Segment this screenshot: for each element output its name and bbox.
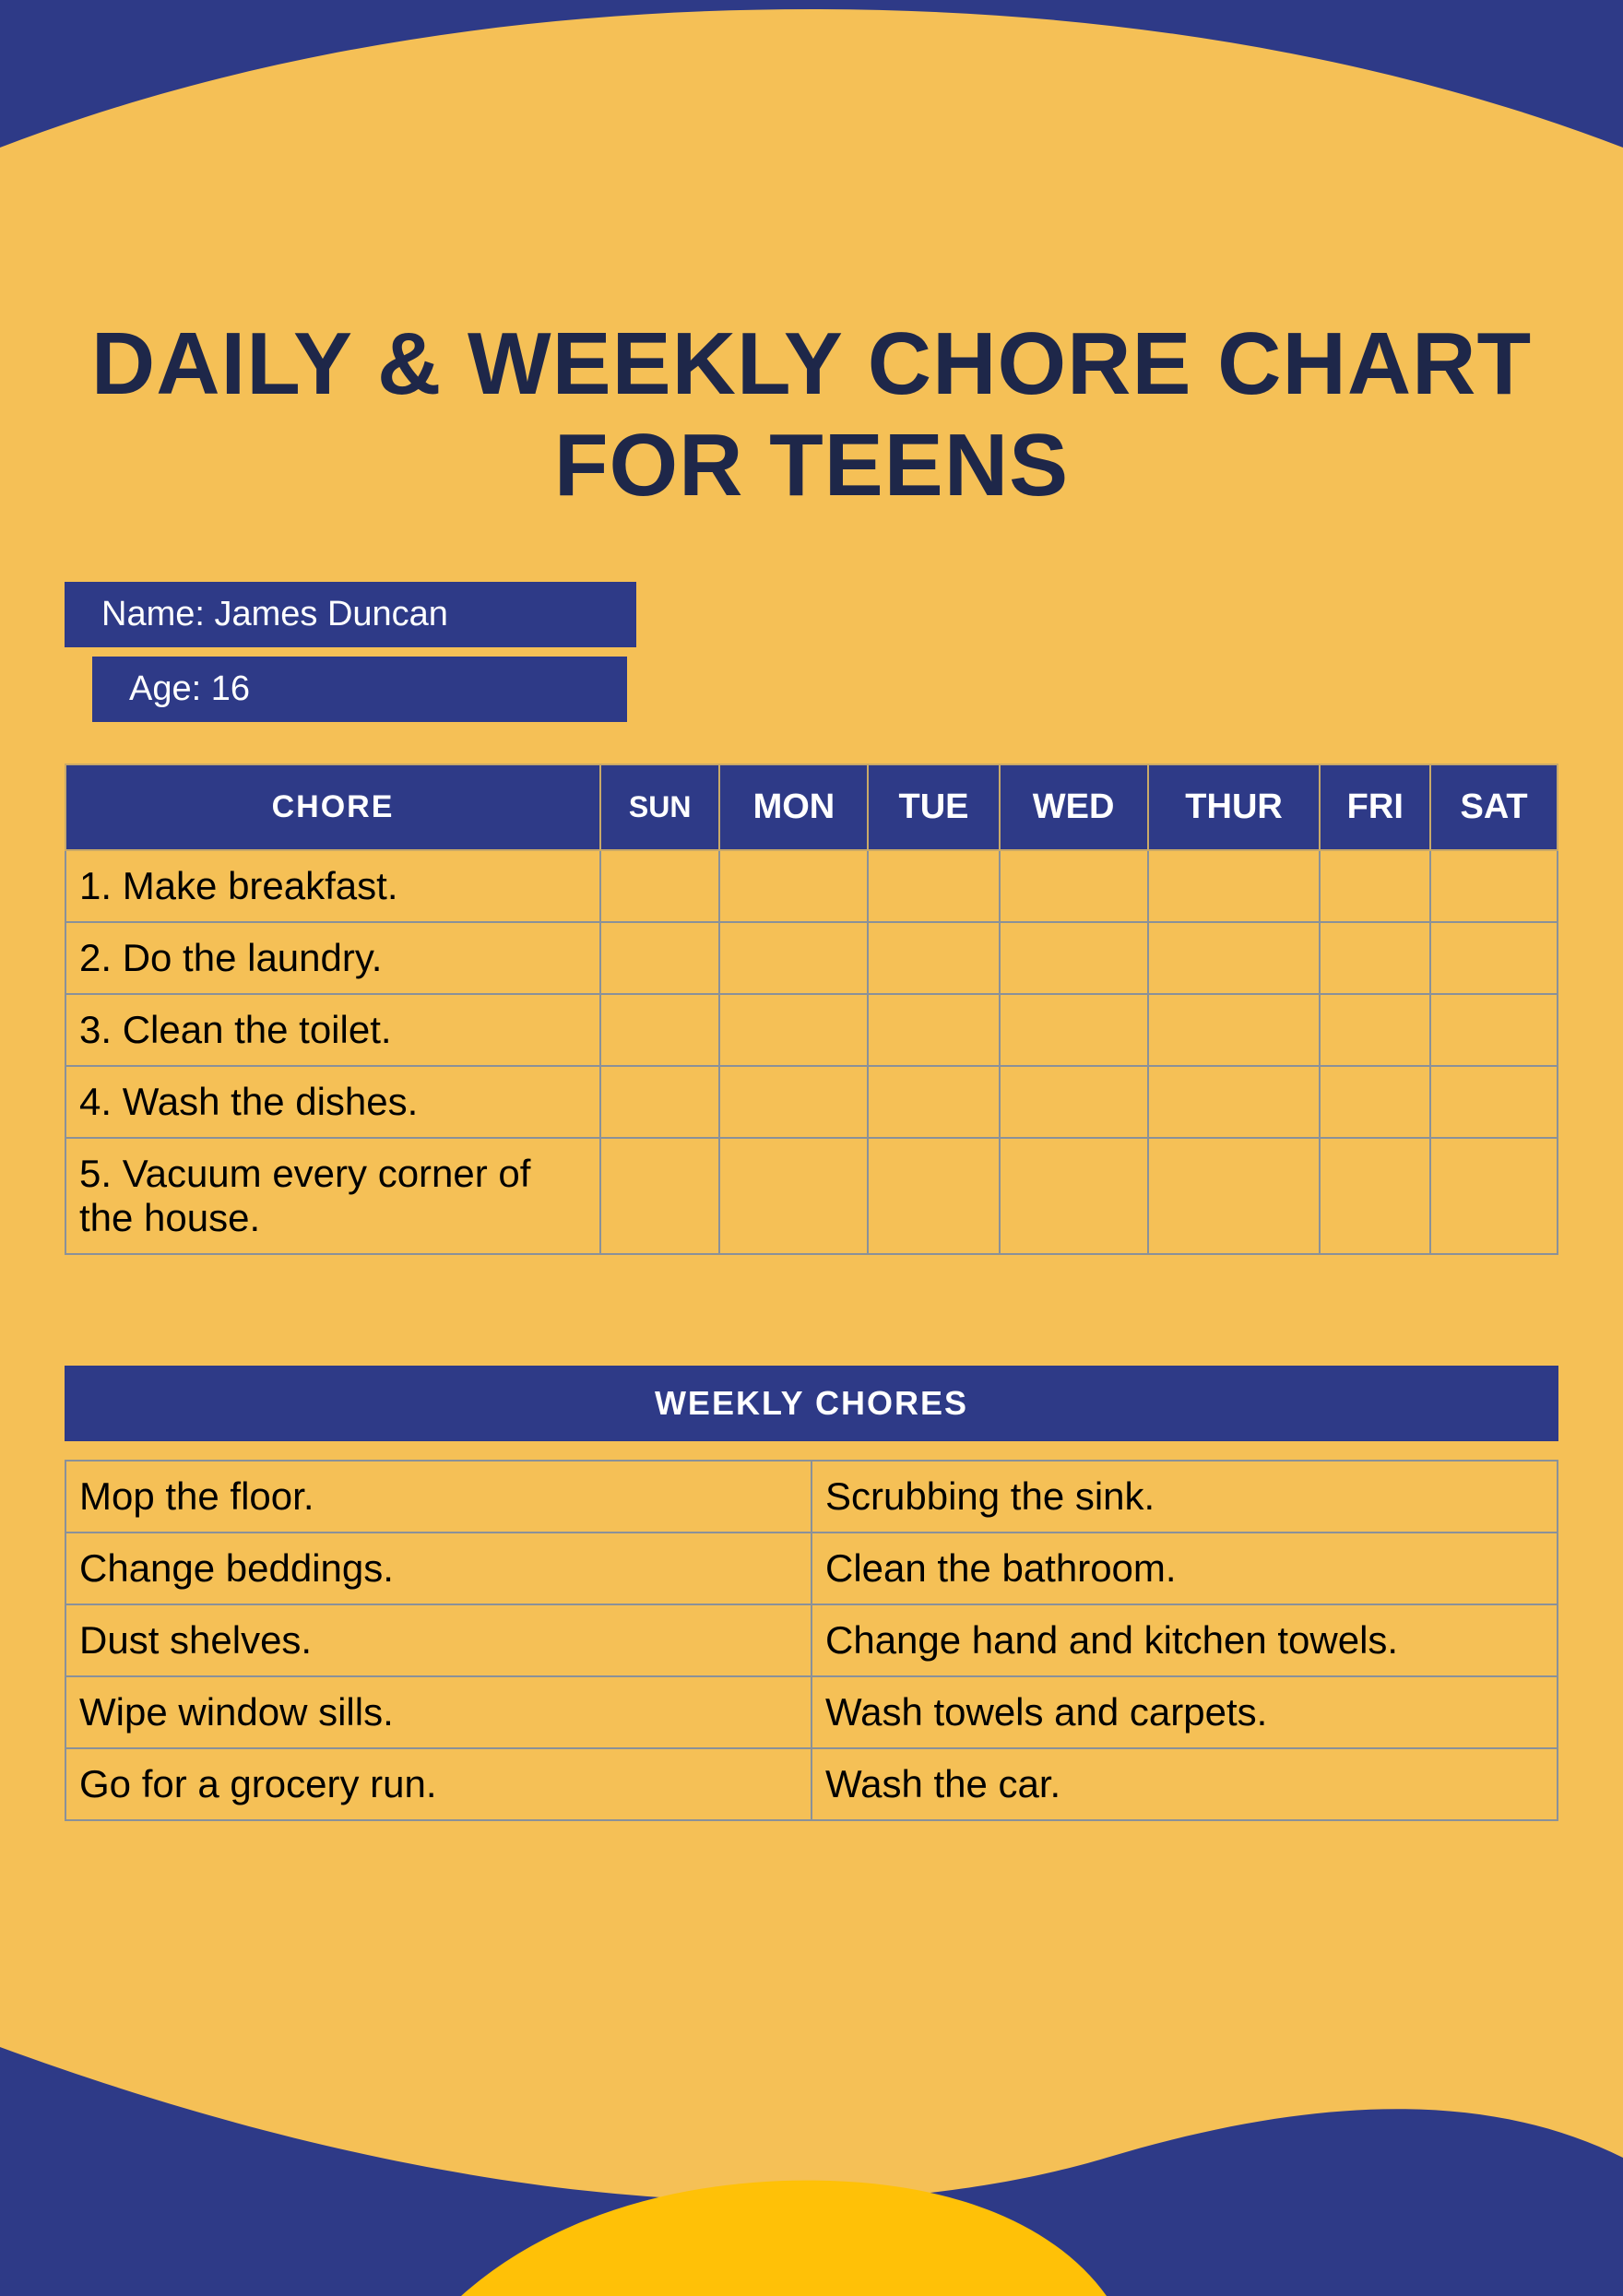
chore-checkbox-cell[interactable] (1000, 1138, 1148, 1254)
chore-checkbox-cell[interactable] (1430, 922, 1558, 994)
chore-checkbox-cell[interactable] (719, 1066, 868, 1138)
weekly-chores-header: WEEKLY CHORES (65, 1366, 1558, 1441)
weekly-row: Go for a grocery run.Wash the car. (65, 1748, 1558, 1820)
weekly-chore-cell: Mop the floor. (65, 1461, 812, 1533)
chore-checkbox-cell[interactable] (1148, 850, 1321, 922)
weekly-chore-cell: Wash towels and carpets. (812, 1676, 1558, 1748)
weekly-row: Dust shelves.Change hand and kitchen tow… (65, 1604, 1558, 1676)
content-area: DAILY & WEEKLY CHORE CHART FOR TEENS Nam… (0, 0, 1623, 1821)
weekly-chore-cell: Change hand and kitchen towels. (812, 1604, 1558, 1676)
chore-checkbox-cell[interactable] (1430, 994, 1558, 1066)
day-header-mon: MON (719, 764, 868, 850)
weekly-row: Mop the floor.Scrubbing the sink. (65, 1461, 1558, 1533)
chore-checkbox-cell[interactable] (1430, 1138, 1558, 1254)
chore-label: 5. Vacuum every corner of the house. (65, 1138, 600, 1254)
chore-checkbox-cell[interactable] (600, 994, 719, 1066)
chore-checkbox-cell[interactable] (1000, 1066, 1148, 1138)
name-bar: Name: James Duncan (65, 582, 636, 647)
weekly-chore-cell: Wipe window sills. (65, 1676, 812, 1748)
page-title: DAILY & WEEKLY CHORE CHART FOR TEENS (65, 314, 1558, 517)
chore-checkbox-cell[interactable] (1320, 850, 1430, 922)
chore-checkbox-cell[interactable] (600, 850, 719, 922)
chore-checkbox-cell[interactable] (1148, 1066, 1321, 1138)
chore-label: 4. Wash the dishes. (65, 1066, 600, 1138)
day-header-fri: FRI (1320, 764, 1430, 850)
chore-column-header: CHORE (65, 764, 600, 850)
chore-checkbox-cell[interactable] (1000, 994, 1148, 1066)
weekly-chore-cell: Clean the bathroom. (812, 1533, 1558, 1604)
chore-checkbox-cell[interactable] (868, 1138, 999, 1254)
weekly-chore-cell: Change beddings. (65, 1533, 812, 1604)
chore-checkbox-cell[interactable] (1430, 1066, 1558, 1138)
day-header-thur: THUR (1148, 764, 1321, 850)
chore-label: 2. Do the laundry. (65, 922, 600, 994)
day-header-sat: SAT (1430, 764, 1558, 850)
chore-checkbox-cell[interactable] (719, 850, 868, 922)
day-header-tue: TUE (868, 764, 999, 850)
chore-checkbox-cell[interactable] (719, 994, 868, 1066)
daily-row: 4. Wash the dishes. (65, 1066, 1558, 1138)
weekly-row: Wipe window sills.Wash towels and carpet… (65, 1676, 1558, 1748)
weekly-chore-cell: Dust shelves. (65, 1604, 812, 1676)
weekly-row: Change beddings.Clean the bathroom. (65, 1533, 1558, 1604)
chore-checkbox-cell[interactable] (868, 922, 999, 994)
info-bars: Name: James Duncan Age: 16 (65, 582, 1558, 731)
chore-checkbox-cell[interactable] (1148, 922, 1321, 994)
weekly-section: WEEKLY CHORES Mop the floor.Scrubbing th… (65, 1366, 1558, 1821)
chore-checkbox-cell[interactable] (1320, 994, 1430, 1066)
chore-checkbox-cell[interactable] (600, 1066, 719, 1138)
daily-row: 1. Make breakfast. (65, 850, 1558, 922)
weekly-chore-table: Mop the floor.Scrubbing the sink.Change … (65, 1460, 1558, 1821)
bottom-wave-decoration (0, 1973, 1623, 2296)
chore-checkbox-cell[interactable] (600, 1138, 719, 1254)
chore-checkbox-cell[interactable] (1320, 922, 1430, 994)
chore-label: 3. Clean the toilet. (65, 994, 600, 1066)
chore-label: 1. Make breakfast. (65, 850, 600, 922)
chore-checkbox-cell[interactable] (1320, 1138, 1430, 1254)
age-bar: Age: 16 (92, 657, 627, 722)
chore-checkbox-cell[interactable] (719, 1138, 868, 1254)
weekly-chore-cell: Wash the car. (812, 1748, 1558, 1820)
chore-checkbox-cell[interactable] (600, 922, 719, 994)
chore-checkbox-cell[interactable] (1430, 850, 1558, 922)
chore-checkbox-cell[interactable] (1148, 1138, 1321, 1254)
daily-header-row: CHORE SUN MON TUE WED THUR FRI SAT (65, 764, 1558, 850)
chore-checkbox-cell[interactable] (1000, 850, 1148, 922)
daily-chore-table: CHORE SUN MON TUE WED THUR FRI SAT 1. Ma… (65, 763, 1558, 1255)
chore-checkbox-cell[interactable] (1000, 922, 1148, 994)
day-header-wed: WED (1000, 764, 1148, 850)
day-header-sun: SUN (600, 764, 719, 850)
weekly-chore-cell: Scrubbing the sink. (812, 1461, 1558, 1533)
chore-checkbox-cell[interactable] (868, 850, 999, 922)
chore-checkbox-cell[interactable] (868, 1066, 999, 1138)
daily-row: 3. Clean the toilet. (65, 994, 1558, 1066)
chore-checkbox-cell[interactable] (868, 994, 999, 1066)
daily-row: 5. Vacuum every corner of the house. (65, 1138, 1558, 1254)
chore-checkbox-cell[interactable] (1148, 994, 1321, 1066)
daily-row: 2. Do the laundry. (65, 922, 1558, 994)
chore-checkbox-cell[interactable] (1320, 1066, 1430, 1138)
weekly-chore-cell: Go for a grocery run. (65, 1748, 812, 1820)
chore-checkbox-cell[interactable] (719, 922, 868, 994)
